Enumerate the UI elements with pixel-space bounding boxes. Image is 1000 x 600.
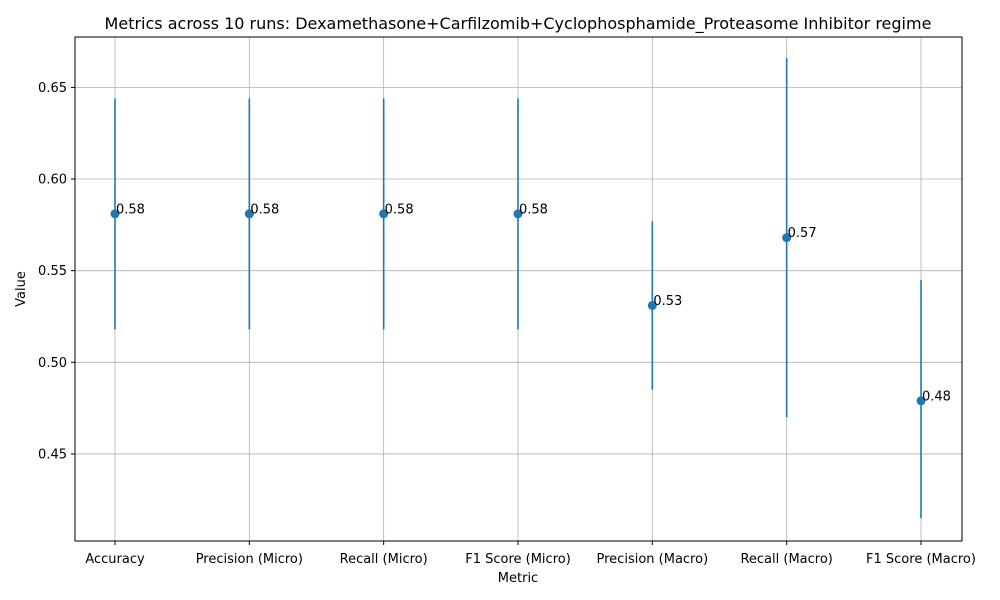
data-point [647,300,657,310]
x-tick-label: F1 Score (Macro) [866,552,976,567]
data-point [244,209,254,219]
y-tick-label: 0.65 [38,81,67,96]
y-tick-label: 0.45 [38,447,67,462]
data-point [379,209,389,219]
x-tick-label: Recall (Macro) [740,552,832,567]
chart-title: Metrics across 10 runs: Dexamethasone+Ca… [105,14,932,34]
y-axis-label: Value [14,271,29,307]
x-tick-label: Accuracy [85,552,145,567]
data-point [110,209,120,219]
x-tick-label: Recall (Micro) [340,552,428,567]
data-label: 0.58 [519,202,548,217]
plot-frame [74,36,963,542]
y-tick-label: 0.55 [38,264,67,279]
x-tick-label: Precision (Macro) [597,552,709,567]
data-label: 0.58 [385,202,414,217]
y-tick-label: 0.60 [38,173,67,188]
data-label: 0.57 [788,226,817,241]
x-axis-label: Metric [498,571,538,586]
x-tick-label: F1 Score (Micro) [465,552,571,567]
x-axis: Accuracy Precision (Micro) Recall (Micro) F… [85,541,976,567]
data-point [513,209,523,219]
data-point [916,396,926,406]
data-label: 0.58 [116,202,145,217]
data-label: 0.58 [250,202,279,217]
data-point [782,233,792,243]
y-tick-label: 0.50 [38,356,67,371]
data-label: 0.53 [653,294,682,309]
data-marks: 0.58 0.58 0.58 0.58 0.53 0.57 0.48 [110,58,951,519]
data-label: 0.48 [922,389,951,404]
y-axis: 0.45 0.50 0.55 0.60 0.65 [38,81,75,462]
x-tick-label: Precision (Micro) [196,552,303,567]
